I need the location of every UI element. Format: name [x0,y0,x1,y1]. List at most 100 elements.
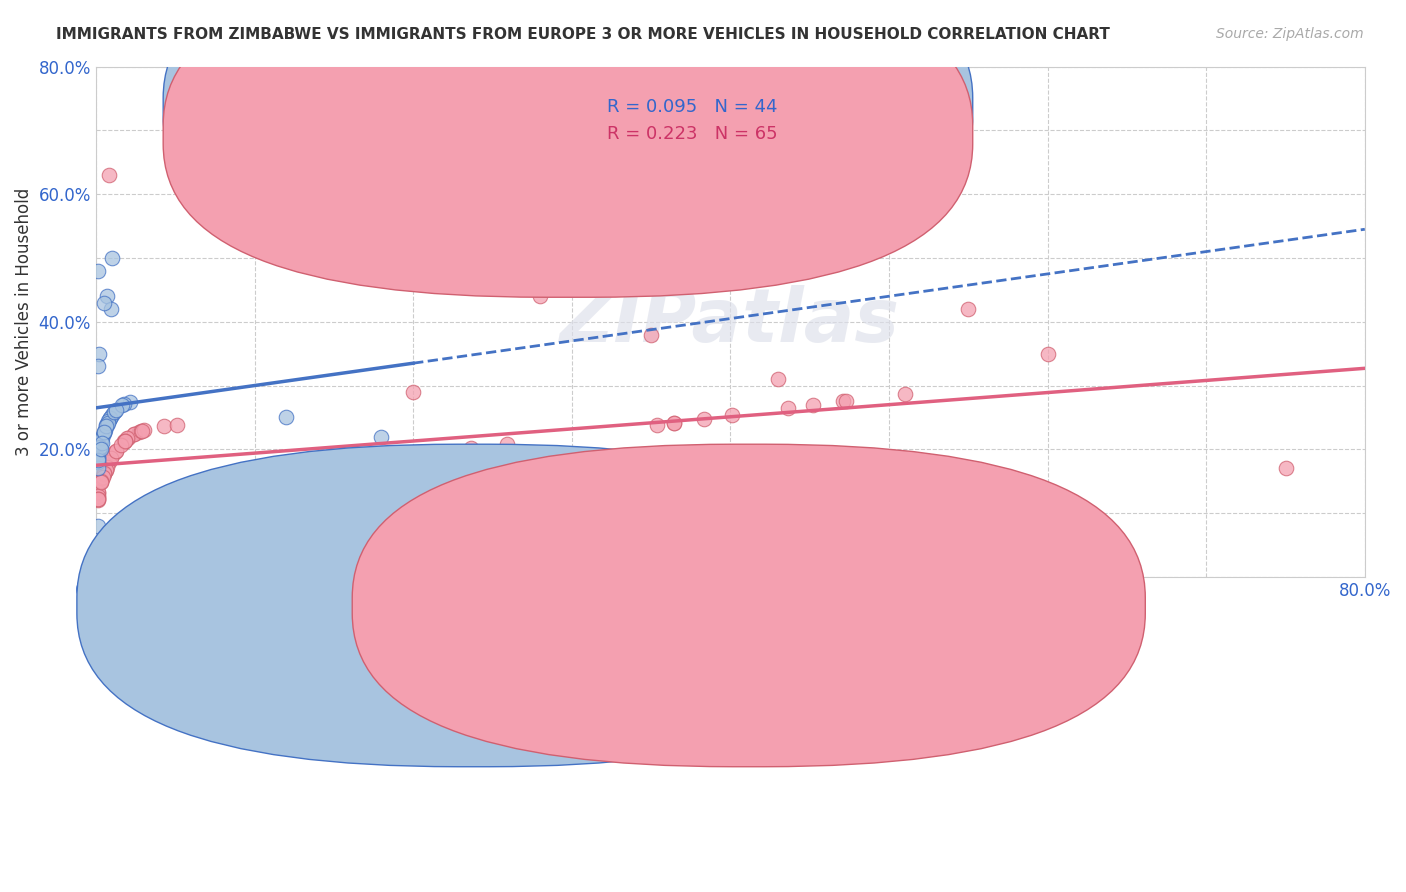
Point [128,425,150,439]
Text: R = 0.095   N = 44: R = 0.095 N = 44 [607,98,778,116]
Text: ZIPatlas: ZIPatlas [561,285,900,359]
Point [103,405,125,419]
Point [112,434,135,448]
Point [132,423,155,437]
Point [91,430,114,444]
Point [86,519,108,533]
Point [98,452,121,467]
Point [89,441,111,455]
Point [86,490,108,504]
Point [96,418,118,433]
Point [89,441,111,455]
Point [114,434,136,448]
Point [645,417,668,432]
Point [101,408,124,422]
Point [86,490,108,504]
Point [98,411,121,425]
Point [766,372,789,386]
Point [103,446,125,460]
Point [117,431,139,445]
Text: Source: ZipAtlas.com: Source: ZipAtlas.com [1216,27,1364,41]
Point [529,289,551,303]
Point [87,485,110,500]
Point [86,263,108,277]
Y-axis label: 3 or more Vehicles in Household: 3 or more Vehicles in Household [15,187,32,456]
Point [96,289,118,303]
Point [1274,461,1296,475]
Point [409,448,432,462]
Point [692,412,714,426]
Point [96,418,118,433]
Point [496,436,519,450]
Point [89,538,111,552]
Point [131,424,153,438]
Point [957,461,980,475]
Point [90,474,112,488]
Text: Immigrants from Europe: Immigrants from Europe [775,598,962,613]
Point [86,491,108,506]
Point [1036,346,1059,360]
FancyBboxPatch shape [163,0,973,270]
Point [87,359,110,374]
Point [311,460,333,475]
Point [93,295,115,310]
Point [97,168,120,182]
Point [91,470,114,484]
Point [114,434,136,448]
Point [364,453,387,467]
Point [93,467,115,481]
Point [98,455,121,469]
FancyBboxPatch shape [163,0,973,297]
Point [100,301,122,316]
Point [93,425,115,439]
Point [110,438,132,452]
Point [93,423,115,437]
Point [112,397,135,411]
Point [94,419,117,434]
Point [832,394,855,409]
Point [90,435,112,450]
Point [91,471,114,485]
Point [131,424,153,438]
Text: Immigrants from Zimbabwe: Immigrants from Zimbabwe [499,598,713,613]
Point [894,386,917,401]
Point [664,416,686,430]
Point [87,450,110,464]
Point [86,461,108,475]
Point [124,427,146,442]
Point [90,475,112,489]
Point [100,450,122,465]
FancyBboxPatch shape [515,82,901,156]
Point [104,403,127,417]
Point [98,410,121,425]
Point [86,455,108,469]
Point [91,431,114,445]
Point [104,444,127,458]
Point [776,401,799,416]
Point [834,394,856,409]
Point [402,384,425,399]
Point [721,409,744,423]
Point [94,462,117,476]
Point [103,404,125,418]
Point [460,442,482,456]
Point [87,346,110,360]
Point [111,398,134,412]
Point [90,475,112,489]
Point [104,443,127,458]
Point [90,442,112,457]
Point [207,473,229,487]
Point [86,492,108,507]
Point [152,419,174,434]
Point [359,454,381,468]
Point [87,486,110,500]
Point [117,432,139,446]
Point [97,416,120,430]
Text: R = 0.223   N = 65: R = 0.223 N = 65 [607,125,778,143]
Point [93,425,115,440]
Point [86,451,108,466]
Point [370,429,392,443]
Point [801,398,824,412]
Point [97,413,120,427]
Point [166,417,188,432]
